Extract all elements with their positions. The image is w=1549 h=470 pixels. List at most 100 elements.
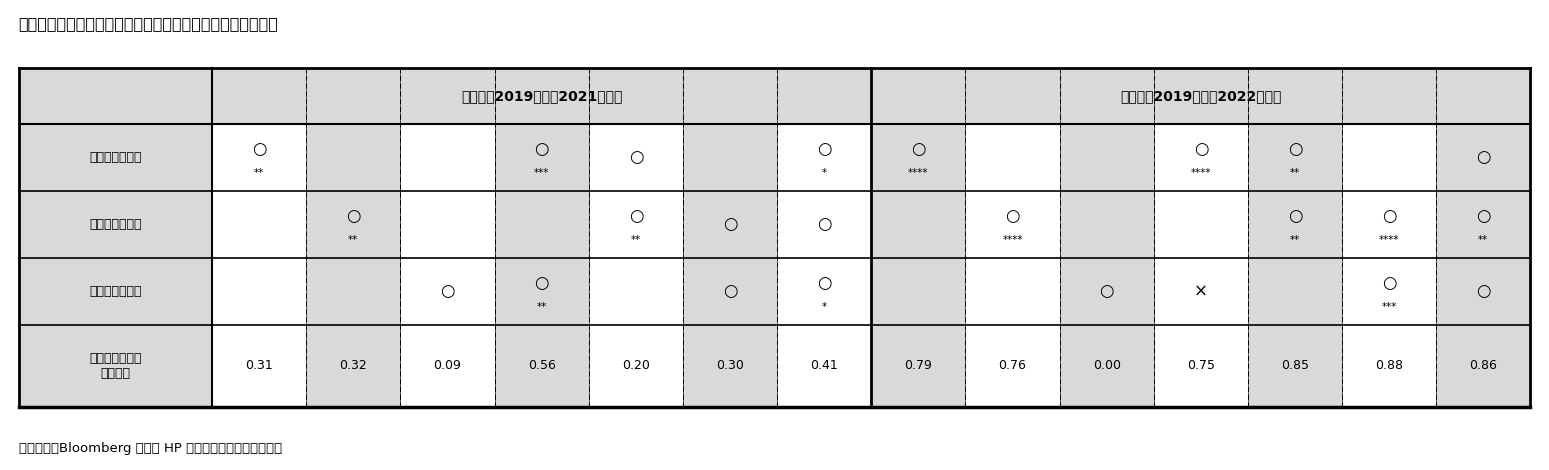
Text: **: ** (1478, 235, 1489, 245)
Bar (494, 124, 589, 191)
Bar (212, 191, 307, 258)
Text: 0.76: 0.76 (999, 359, 1027, 372)
Bar (19, 68, 212, 124)
Text: ○: ○ (1287, 207, 1303, 225)
Bar (494, 191, 589, 258)
Text: ○: ○ (629, 207, 643, 225)
Bar (401, 124, 494, 191)
Text: 0.00: 0.00 (1092, 359, 1120, 372)
Bar (494, 258, 589, 325)
Bar (778, 325, 871, 407)
Text: 自由度調整済み
決定係数: 自由度調整済み 決定係数 (90, 352, 141, 380)
Text: ****: **** (1191, 168, 1211, 178)
Bar (1060, 191, 1154, 258)
Text: **: ** (254, 168, 265, 178)
Text: （資料）　Bloomberg や各社 HP から取得したデータを加工: （資料） Bloomberg や各社 HP から取得したデータを加工 (19, 442, 282, 455)
Bar (19, 124, 212, 191)
Bar (1341, 191, 1436, 258)
Text: ○: ○ (816, 274, 832, 292)
Bar (778, 191, 871, 258)
Text: 0.20: 0.20 (621, 359, 649, 372)
Text: **: ** (630, 235, 641, 245)
Bar (589, 124, 683, 191)
Bar (683, 325, 778, 407)
Text: 過去の取り組み: 過去の取り組み (90, 218, 141, 231)
Text: **: ** (536, 302, 547, 312)
Text: 0.41: 0.41 (810, 359, 838, 372)
Bar (1436, 124, 1530, 191)
Text: 0.56: 0.56 (528, 359, 556, 372)
Text: ○: ○ (629, 149, 643, 166)
Text: 将来の取り組み: 将来の取り組み (90, 151, 141, 164)
Bar (1341, 258, 1436, 325)
Text: ○: ○ (534, 140, 548, 158)
Text: ○: ○ (252, 140, 266, 158)
Bar (19, 258, 212, 325)
Bar (401, 191, 494, 258)
Text: ○: ○ (1476, 207, 1490, 225)
Text: 近年の取り組み: 近年の取り組み (90, 285, 141, 298)
Bar (1341, 325, 1436, 407)
Bar (19, 325, 212, 407)
Text: ○: ○ (1005, 207, 1019, 225)
Bar (871, 68, 1530, 124)
Bar (965, 325, 1060, 407)
Text: ○: ○ (723, 282, 737, 300)
Text: *: * (821, 302, 827, 312)
Bar (1248, 124, 1341, 191)
Bar (871, 258, 965, 325)
Bar (1248, 325, 1341, 407)
Bar (494, 325, 589, 407)
Text: ○: ○ (345, 207, 361, 225)
Bar (871, 325, 965, 407)
Bar (589, 258, 683, 325)
Text: ○: ○ (1194, 140, 1208, 158)
Bar (1154, 124, 1248, 191)
Bar (307, 124, 401, 191)
Bar (1060, 325, 1154, 407)
Text: ○: ○ (911, 140, 926, 158)
Text: ２年間（2019年度－2021年度）: ２年間（2019年度－2021年度） (462, 89, 623, 103)
Text: *: * (821, 168, 827, 178)
Bar (1060, 124, 1154, 191)
Text: ****: **** (908, 168, 928, 178)
Bar (1154, 258, 1248, 325)
Bar (307, 325, 401, 407)
Bar (871, 124, 965, 191)
Bar (965, 191, 1060, 258)
Bar (1436, 191, 1530, 258)
Bar (589, 325, 683, 407)
Text: **: ** (349, 235, 358, 245)
Bar (212, 124, 307, 191)
Bar (401, 325, 494, 407)
Text: ○: ○ (1476, 282, 1490, 300)
Bar (683, 191, 778, 258)
Text: 0.30: 0.30 (716, 359, 744, 372)
Text: **: ** (1290, 168, 1300, 178)
Text: ***: *** (1382, 302, 1397, 312)
Text: 0.75: 0.75 (1187, 359, 1214, 372)
Text: 0.88: 0.88 (1376, 359, 1403, 372)
Bar (1154, 325, 1248, 407)
Bar (778, 124, 871, 191)
Bar (307, 191, 401, 258)
Text: 0.32: 0.32 (339, 359, 367, 372)
Text: 0.79: 0.79 (905, 359, 932, 372)
Text: ３年間（2019年度－2022年度）: ３年間（2019年度－2022年度） (1120, 89, 1281, 103)
Bar (683, 258, 778, 325)
Text: ***: *** (534, 168, 550, 178)
Text: ○: ○ (816, 215, 832, 234)
Text: 0.86: 0.86 (1470, 359, 1498, 372)
Text: ****: **** (1002, 235, 1022, 245)
Bar (1248, 191, 1341, 258)
Bar (1341, 124, 1436, 191)
Bar (1154, 191, 1248, 258)
Bar (965, 258, 1060, 325)
Text: ○: ○ (1382, 207, 1396, 225)
Bar (307, 258, 401, 325)
Bar (1060, 258, 1154, 325)
Text: ****: **** (1379, 235, 1399, 245)
Bar (871, 191, 965, 258)
Bar (401, 258, 494, 325)
Text: 0.31: 0.31 (245, 359, 273, 372)
